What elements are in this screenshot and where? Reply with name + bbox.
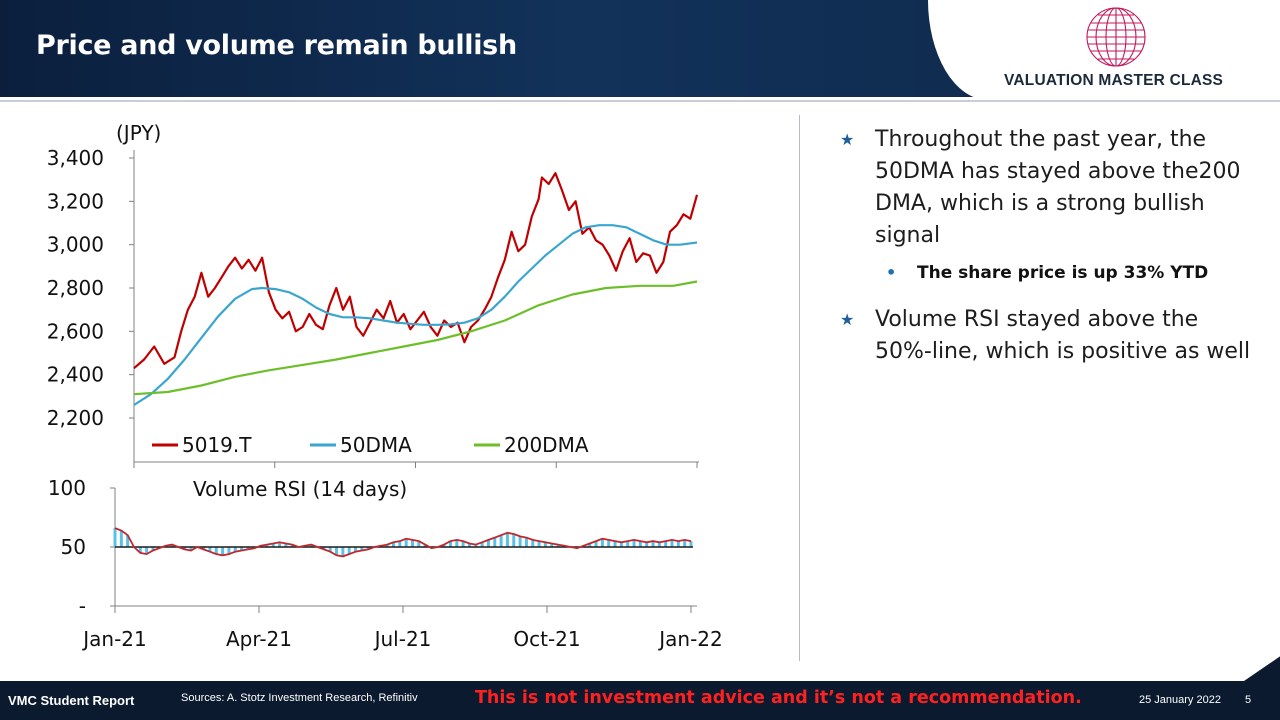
rsi-tick-label: 50 xyxy=(61,535,86,559)
vertical-divider xyxy=(799,115,800,661)
x-tick-label: Apr-21 xyxy=(226,627,292,651)
footer-report-label: VMC Student Report xyxy=(8,693,135,708)
price-chart: 3,400 3,200 3,000 2,800 2,600 2,400 2,200 (JPY)… xyxy=(47,121,723,651)
y-tick-label: 3,200 xyxy=(47,189,104,213)
series-line-5019t xyxy=(133,172,699,370)
y-tick-label: 2,400 xyxy=(47,363,104,387)
x-tick-label: Jan-22 xyxy=(657,627,723,651)
sub-bullet-item: • The share price is up 33% YTD xyxy=(838,260,1258,286)
globe-logo-icon xyxy=(1086,7,1146,67)
x-tick-label: Jan-21 xyxy=(81,627,147,651)
legend-label: 200DMA xyxy=(504,433,589,457)
footer-date: 25 January 2022 xyxy=(1139,694,1221,706)
y-axis-label: (JPY) xyxy=(116,121,161,145)
series-line-200dma xyxy=(133,280,698,396)
star-bullet-icon: ★ xyxy=(840,130,855,149)
rsi-line xyxy=(114,527,692,558)
rsi-tick-label: - xyxy=(79,594,86,618)
bullet-item: ★ Throughout the past year, the 50DMA ha… xyxy=(838,124,1258,252)
y-tick-label: 3,400 xyxy=(47,146,104,170)
corner-accent-icon xyxy=(1244,656,1280,681)
x-tick-label: Oct-21 xyxy=(513,627,580,651)
star-bullet-icon: ★ xyxy=(840,310,855,329)
footer-sources: Sources: A. Stotz Investment Research, R… xyxy=(181,692,418,704)
y-tick-label: 3,000 xyxy=(47,233,104,257)
rsi-title: Volume RSI (14 days) xyxy=(193,477,407,501)
legend-label: 5019.T xyxy=(182,433,252,457)
y-tick-label: 2,200 xyxy=(47,406,104,430)
legend-label: 50DMA xyxy=(340,433,412,457)
dot-bullet-icon: • xyxy=(886,263,897,282)
rsi-tick-label: 100 xyxy=(48,476,86,500)
bullet-list: ★ Throughout the past year, the 50DMA ha… xyxy=(838,124,1258,380)
series-line-50dma xyxy=(133,224,698,406)
y-tick-label: 2,800 xyxy=(47,276,104,300)
x-tick-label: Jul-21 xyxy=(373,627,432,651)
logo-text: VALUATION MASTER CLASS xyxy=(1004,72,1224,89)
slide-title: Price and volume remain bullish xyxy=(36,30,517,61)
header-divider xyxy=(0,100,1280,102)
bullet-item: ★ Volume RSI stayed above the 50%-line, … xyxy=(838,304,1258,368)
y-tick-label: 2,600 xyxy=(47,319,104,343)
footer-bar xyxy=(0,681,1280,720)
logo-panel xyxy=(928,0,1280,100)
footer-disclaimer: This is not investment advice and it’s n… xyxy=(475,688,1082,708)
page-number: 5 xyxy=(1245,694,1252,706)
